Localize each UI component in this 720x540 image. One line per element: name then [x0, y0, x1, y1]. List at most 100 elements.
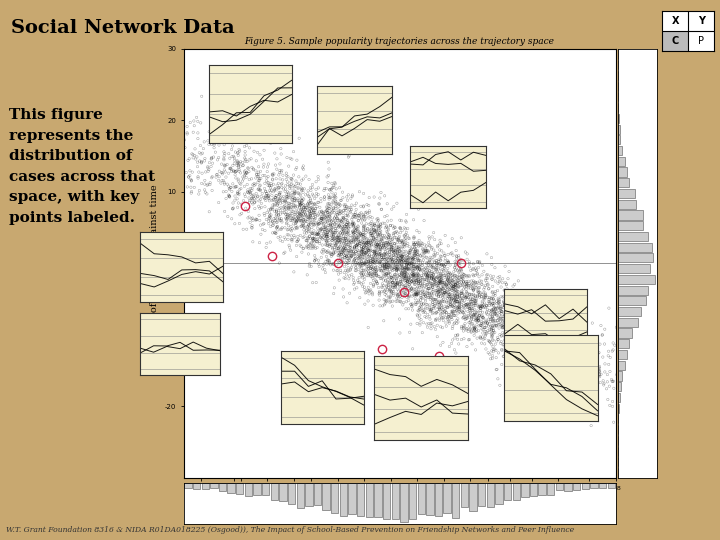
Point [186, 176, 197, 185]
Point [499, 299, 510, 307]
Point [379, 270, 390, 279]
Point [391, 275, 402, 284]
Point [295, 216, 307, 225]
Point [255, 195, 266, 204]
Point [479, 295, 490, 303]
Point [346, 201, 358, 210]
Point [192, 158, 203, 166]
Point [309, 206, 320, 215]
Point [199, 188, 211, 197]
Point [333, 258, 345, 267]
Point [365, 264, 377, 273]
Point [451, 286, 463, 295]
Point [546, 354, 557, 363]
Point [438, 295, 449, 303]
Point [451, 303, 463, 312]
Point [428, 280, 439, 288]
Point [423, 303, 435, 312]
Point [525, 339, 536, 348]
Point [540, 308, 552, 317]
Point [243, 213, 255, 221]
Point [461, 313, 472, 322]
Point [274, 215, 285, 224]
Point [362, 225, 374, 233]
Point [314, 239, 325, 248]
Point [308, 234, 320, 243]
Point [320, 252, 332, 261]
Point [516, 321, 527, 329]
Point [339, 234, 351, 242]
Point [426, 325, 437, 333]
Point [519, 318, 531, 327]
Point [498, 301, 510, 310]
Point [481, 301, 492, 309]
Point [410, 202, 422, 211]
Point [647, 389, 658, 397]
Point [336, 245, 348, 254]
Point [283, 188, 294, 197]
Point [485, 339, 496, 347]
Point [470, 346, 482, 354]
Point [373, 272, 384, 281]
Point [357, 215, 369, 224]
Point [306, 238, 318, 247]
Point [477, 280, 488, 289]
Point [290, 177, 302, 185]
Point [106, 130, 117, 139]
Point [413, 272, 425, 280]
Point [387, 243, 399, 252]
Point [387, 273, 398, 281]
Point [454, 303, 465, 312]
Point [378, 255, 390, 264]
Point [458, 285, 469, 293]
Point [279, 187, 291, 196]
Point [443, 257, 454, 266]
Point [332, 256, 343, 265]
Point [407, 259, 418, 268]
Point [466, 320, 477, 328]
Point [376, 274, 387, 283]
Point [499, 332, 510, 341]
Point [202, 180, 214, 188]
Point [447, 251, 459, 259]
Point [456, 296, 467, 305]
Point [319, 193, 330, 201]
Point [525, 363, 536, 372]
Point [307, 192, 319, 200]
Point [407, 345, 418, 353]
Point [523, 300, 534, 309]
Point [467, 281, 479, 290]
Point [374, 194, 386, 202]
Point [324, 256, 336, 265]
Point [391, 262, 402, 271]
Point [426, 245, 437, 253]
Point [392, 265, 404, 274]
Point [382, 275, 394, 284]
Point [307, 234, 319, 242]
Point [306, 228, 318, 237]
Point [296, 205, 307, 214]
Point [305, 211, 316, 220]
Point [482, 293, 494, 302]
Point [366, 262, 377, 271]
Point [418, 300, 429, 308]
Point [636, 404, 647, 413]
Point [502, 316, 513, 325]
Point [435, 341, 446, 349]
Point [443, 312, 454, 321]
Point [122, 121, 134, 130]
Point [459, 283, 470, 292]
Point [368, 276, 379, 285]
Point [436, 275, 447, 284]
Point [379, 299, 391, 308]
Point [325, 220, 336, 229]
Point [350, 235, 361, 244]
Point [546, 345, 557, 354]
Point [309, 256, 320, 265]
Point [634, 401, 646, 409]
Point [464, 305, 476, 313]
Point [336, 257, 347, 266]
Point [421, 246, 433, 255]
Point [327, 184, 338, 192]
Point [562, 367, 573, 375]
